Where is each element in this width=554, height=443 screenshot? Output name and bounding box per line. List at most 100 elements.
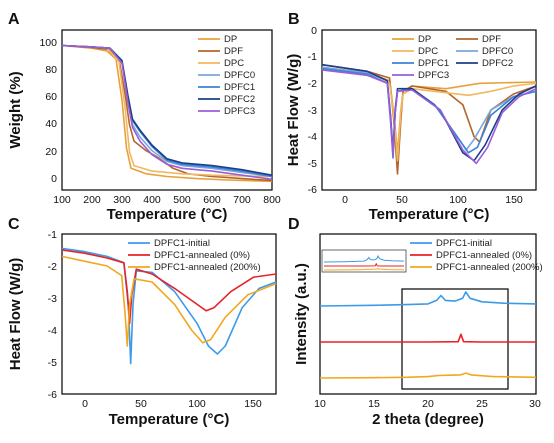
panel-a-ytick-60: 60 (45, 91, 57, 103)
panel-a-xtick-100: 100 (53, 194, 71, 206)
panel-b-label: B (288, 11, 300, 28)
panel-c-xtick-50: 50 (135, 398, 147, 410)
panel-a-xticks: 100 200 300 400 500 600 700 800 (53, 194, 281, 206)
panel-d-series (319, 291, 537, 379)
panel-a-legend-label-dpfc3: DPFC3 (224, 106, 255, 117)
panel-d-xlabel: 2 theta (degree) (372, 411, 484, 428)
panel-c-ytick-5: -5 (48, 357, 57, 369)
panel-c-ytick-3: -3 (48, 293, 57, 305)
panel-a-xlabel: Temperature (°C) (107, 206, 228, 223)
panel-a-ytick-20: 20 (45, 146, 57, 158)
panel-c-legend-label-dpfc1-annealed-200: DPFC1-annealed (200%) (154, 262, 261, 273)
panel-c-xticks: 0 50 100 150 (82, 398, 262, 410)
panel-c-xtick-150: 150 (244, 398, 262, 410)
panel-d-frame (319, 233, 537, 395)
panel-b-ytick-6: -6 (308, 184, 317, 196)
panel-c-legend-label-dpfc1-initial: DPFC1-initial (154, 238, 210, 249)
panel-c: C -1 -2 -3 -4 -5 -6 0 50 100 150 Tempera… (7, 216, 277, 428)
panel-b-legend-label-dpfc0: DPFC0 (482, 46, 513, 57)
panel-b-series-dpfc3 (321, 69, 537, 165)
panel-a-legend-label-dpf: DPF (224, 46, 243, 57)
panel-c-ytick-2: -2 (48, 261, 57, 273)
panel-a-xtick-800: 800 (263, 194, 281, 206)
panel-a-series (61, 44, 273, 183)
panel-a-legend-label-dpfc2: DPFC2 (224, 94, 255, 105)
panel-b-ytick-2: -2 (308, 78, 317, 90)
panel-b-legend-label-dp: DP (418, 34, 431, 45)
panel-c-series-dpfc1-annealed-200 (61, 255, 277, 347)
panel-b-xticks: 0 50 100 150 (342, 194, 523, 206)
panel-c-frame (61, 233, 277, 395)
panel-c-ytick-4: -4 (48, 325, 57, 337)
panel-a-ytick-40: 40 (45, 118, 57, 130)
panel-d-inset (323, 254, 405, 271)
panel-d-legend-label-dpfc1-annealed-200: DPFC1-annealed (200%) (436, 262, 543, 273)
panel-c-series-dpfc1-annealed-0 (61, 249, 277, 325)
panel-d-xtick-15: 15 (368, 398, 380, 410)
panel-d-series-dpfc1-annealed-0 (320, 333, 536, 343)
panel-b-ytick-5: -5 (308, 158, 317, 170)
panel-d-xtick-30: 30 (529, 398, 541, 410)
panel-d: D 10 15 20 25 30 2 theta (degree) Intens… (288, 216, 543, 428)
panel-b-yticks: 0 -1 -2 -3 -4 -5 -6 (308, 25, 318, 196)
panel-b-ytick-0: 0 (311, 25, 317, 37)
panel-d-xtick-25: 25 (476, 398, 488, 410)
panel-d-inset-series-dpfc1-annealed-200 (323, 268, 405, 271)
panel-a-xtick-700: 700 (233, 194, 251, 206)
panel-b-ytick-1: -1 (308, 51, 317, 63)
panel-a-xtick-600: 600 (203, 194, 221, 206)
panel-a-frame (61, 29, 273, 191)
panel-b-legend: DP DPF DPC DPFC0 DPFC1 DPFC2 DPFC3 (392, 34, 513, 81)
panel-a-legend-label-dpfc1: DPFC1 (224, 82, 255, 93)
panel-a-ytick-80: 80 (45, 64, 57, 76)
panel-d-legend-label-dpfc1-initial: DPFC1-initial (436, 238, 492, 249)
panel-c-ytick-6: -6 (48, 389, 57, 401)
panel-b-legend-label-dpfc1: DPFC1 (418, 58, 449, 69)
panel-d-label: D (288, 216, 300, 233)
panel-a-label: A (8, 11, 20, 28)
panel-c-xtick-0: 0 (82, 398, 88, 410)
panel-a-series-dp (61, 44, 273, 183)
panel-b-xtick-50: 50 (396, 194, 408, 206)
panel-a-xtick-500: 500 (173, 194, 191, 206)
panel-d-inset-series-dpfc1-initial (323, 254, 405, 263)
panel-d-xtick-10: 10 (314, 398, 326, 410)
panel-b-ytick-4: -4 (308, 131, 317, 143)
panel-b-xtick-150: 150 (505, 194, 523, 206)
panel-c-legend-label-dpfc1-annealed-0: DPFC1-annealed (0%) (154, 250, 250, 261)
panel-a-series-dpfc3 (61, 44, 273, 181)
panel-d-xtick-20: 20 (422, 398, 434, 410)
panel-b-legend-label-dpc: DPC (418, 46, 438, 57)
panel-a-legend-label-dpfc0: DPFC0 (224, 70, 255, 81)
panel-d-legend-label-dpfc1-annealed-0: DPFC1-annealed (0%) (436, 250, 532, 261)
panel-d-series-dpfc1-initial (319, 291, 537, 307)
panel-a-legend-label-dp: DP (224, 34, 237, 45)
panel-c-xlabel: Temperature (°C) (109, 411, 230, 428)
panel-c-ytick-1: -1 (48, 229, 57, 241)
panel-a-ytick-0: 0 (51, 173, 57, 185)
panel-b-frame (321, 29, 537, 191)
panel-b-ylabel: Heat Flow (W/g) (285, 54, 302, 167)
panel-a: A 100 80 60 40 20 0 100 200 300 400 500 … (7, 11, 281, 223)
panel-d-zoom-box (401, 288, 509, 390)
panel-b-series-dpc (321, 67, 537, 162)
panel-b-series (321, 63, 537, 175)
panel-a-ytick-100: 100 (39, 37, 57, 49)
panel-b-xtick-100: 100 (449, 194, 467, 206)
panel-a-xtick-300: 300 (113, 194, 131, 206)
panel-b-legend-label-dpf: DPF (482, 34, 501, 45)
panel-d-xticks: 10 15 20 25 30 (314, 398, 541, 410)
panel-c-yticks: -1 -2 -3 -4 -5 -6 (48, 229, 57, 401)
panel-a-yticks: 100 80 60 40 20 0 (39, 37, 57, 185)
panel-b: B 0 -1 -2 -3 -4 -5 -6 0 50 100 150 Tempe… (285, 11, 537, 223)
panel-a-ylabel: Weight (%) (7, 71, 24, 148)
panel-b-series-dpf (321, 63, 537, 175)
panel-d-series-dpfc1-annealed-200 (319, 372, 537, 379)
panel-a-xtick-400: 400 (143, 194, 161, 206)
panel-b-ytick-3: -3 (308, 105, 317, 117)
panel-b-legend-label-dpfc3: DPFC3 (418, 70, 449, 81)
